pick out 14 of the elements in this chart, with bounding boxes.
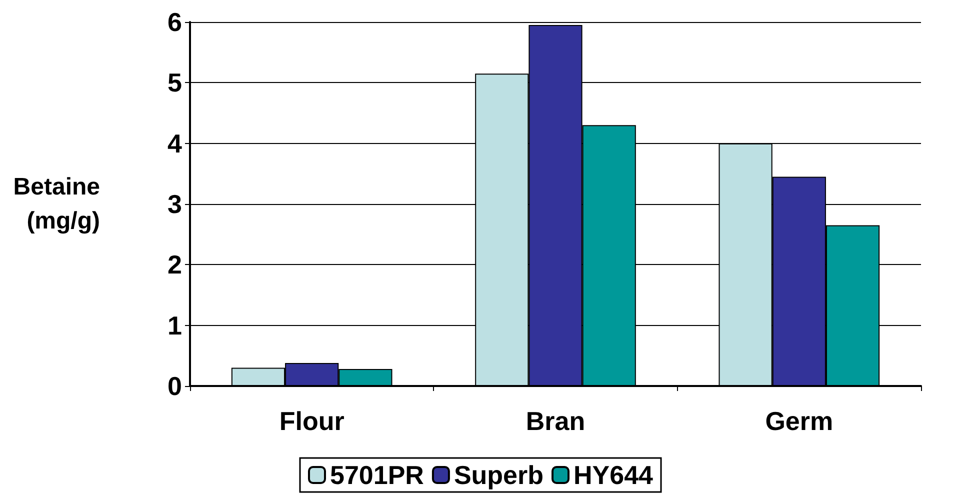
y-tick-label: 0 xyxy=(168,371,182,401)
y-tick-label: 6 xyxy=(168,7,182,37)
y-tick-label: 3 xyxy=(168,189,182,219)
y-axis-title: Betaine (mg/g) xyxy=(13,174,100,234)
legend-label: 5701PR xyxy=(330,460,424,490)
legend-label: HY644 xyxy=(574,460,654,490)
y-tick-label: 2 xyxy=(168,250,182,280)
y-tick-label: 4 xyxy=(168,128,183,158)
x-tick-label: Flour xyxy=(279,406,344,436)
legend-label: Superb xyxy=(454,460,544,490)
x-tick-label: Bran xyxy=(526,406,586,436)
x-tick-label: Germ xyxy=(765,406,834,436)
y-tick-label: 5 xyxy=(168,68,182,98)
y-tick-label: 1 xyxy=(168,310,182,340)
